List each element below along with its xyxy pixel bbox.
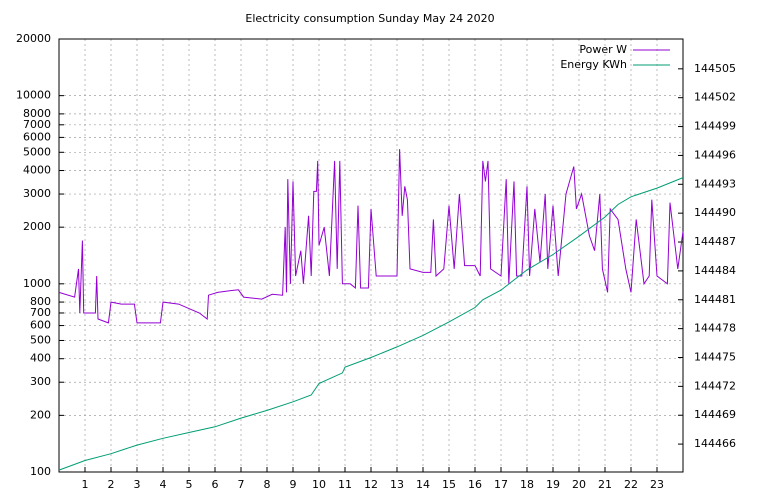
y2-tick-label: 144466 bbox=[694, 437, 736, 450]
y-tick-label: 10000 bbox=[16, 89, 51, 102]
y-tick-label: 300 bbox=[30, 375, 51, 388]
x-tick-label: 3 bbox=[134, 478, 141, 491]
x-tick-label: 8 bbox=[264, 478, 271, 491]
x-tick-label: 12 bbox=[364, 478, 378, 491]
x-tick-label: 23 bbox=[650, 478, 664, 491]
y-tick-label: 400 bbox=[30, 352, 51, 365]
y2-tick-label: 144481 bbox=[694, 293, 736, 306]
series-line bbox=[58, 149, 684, 324]
y2-tick-label: 144490 bbox=[694, 206, 736, 219]
x-tick-label: 11 bbox=[338, 478, 352, 491]
chart-title: Electricity consumption Sunday May 24 20… bbox=[245, 12, 494, 25]
y-tick-label: 600 bbox=[30, 319, 51, 332]
y-tick-label: 8000 bbox=[23, 107, 51, 120]
x-tick-label: 22 bbox=[624, 478, 638, 491]
x-tick-label: 16 bbox=[468, 478, 482, 491]
y-tick-label: 20000 bbox=[16, 32, 51, 45]
y2-tick-label: 144469 bbox=[694, 408, 736, 421]
y2-tick-label: 144478 bbox=[694, 322, 736, 335]
y2-tick-label: 144475 bbox=[694, 350, 736, 363]
legend-label: Power W bbox=[579, 43, 627, 56]
x-tick-label: 4 bbox=[160, 478, 167, 491]
x-tick-label: 19 bbox=[546, 478, 560, 491]
y-tick-label: 7000 bbox=[23, 118, 51, 131]
legend-label: Energy KWh bbox=[560, 58, 627, 71]
y-tick-label: 700 bbox=[30, 306, 51, 319]
x-tick-label: 2 bbox=[108, 478, 115, 491]
y-tick-label: 500 bbox=[30, 333, 51, 346]
y2-tick-label: 144493 bbox=[694, 177, 736, 190]
plot-frame bbox=[58, 38, 684, 473]
y-tick-label: 4000 bbox=[23, 164, 51, 177]
x-tick-label: 9 bbox=[290, 478, 297, 491]
series-line bbox=[58, 177, 684, 471]
x-tick-label: 15 bbox=[442, 478, 456, 491]
y2-tick-label: 144496 bbox=[694, 148, 736, 161]
x-tick-label: 14 bbox=[416, 478, 430, 491]
y-tick-label: 800 bbox=[30, 295, 51, 308]
x-tick-label: 7 bbox=[238, 478, 245, 491]
x-tick-label: 10 bbox=[312, 478, 326, 491]
y2-tick-label: 144484 bbox=[694, 264, 736, 277]
y-tick-label: 200 bbox=[30, 408, 51, 421]
y-tick-label: 2000 bbox=[23, 220, 51, 233]
y-tick-label: 100 bbox=[30, 465, 51, 478]
y2-tick-label: 144487 bbox=[694, 235, 736, 248]
y2-tick-label: 144499 bbox=[694, 120, 736, 133]
x-tick-label: 13 bbox=[390, 478, 404, 491]
x-tick-label: 6 bbox=[212, 478, 219, 491]
y-tick-label: 5000 bbox=[23, 145, 51, 158]
y2-tick-label: 144505 bbox=[694, 62, 736, 75]
y-tick-label: 6000 bbox=[23, 130, 51, 143]
x-tick-label: 17 bbox=[494, 478, 508, 491]
x-tick-label: 18 bbox=[520, 478, 534, 491]
x-tick-label: 20 bbox=[572, 478, 586, 491]
x-tick-label: 5 bbox=[186, 478, 193, 491]
y2-tick-label: 144502 bbox=[694, 91, 736, 104]
y2-tick-label: 144472 bbox=[694, 379, 736, 392]
y-tick-label: 3000 bbox=[23, 187, 51, 200]
y-tick-label: 1000 bbox=[23, 277, 51, 290]
x-tick-label: 1 bbox=[82, 478, 89, 491]
x-tick-label: 21 bbox=[598, 478, 612, 491]
